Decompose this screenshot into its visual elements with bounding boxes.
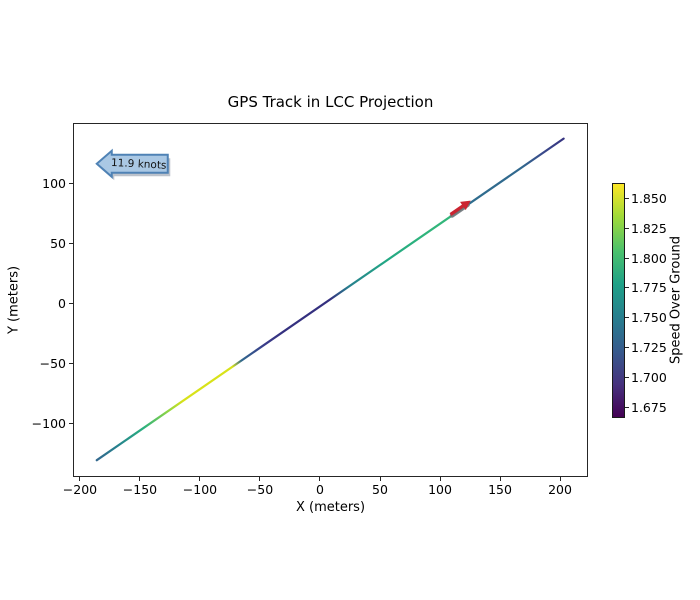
colorbar-tick-label: 1.800 xyxy=(631,250,667,266)
x-tick-label: 200 xyxy=(548,482,572,497)
x-tick-label: −150 xyxy=(122,482,158,497)
colorbar-tick-label: 1.825 xyxy=(631,220,667,236)
x-tick-label: 100 xyxy=(428,482,452,497)
speed-annotation-arrow: 11.9 knots xyxy=(95,148,171,181)
x-tick-mark xyxy=(559,477,561,481)
y-tick-label: 50 xyxy=(50,235,66,251)
x-tick-label: 150 xyxy=(488,482,512,497)
y-tick-label: 100 xyxy=(42,175,66,191)
colorbar-tick-label: 1.700 xyxy=(631,369,667,385)
x-tick-label: 50 xyxy=(372,482,388,497)
colorbar-tick-mark xyxy=(625,347,629,349)
annotation-speed-text: 11.9 knots xyxy=(111,157,167,172)
y-tick-label: −100 xyxy=(31,415,66,431)
x-tick-label: −100 xyxy=(182,482,218,497)
x-tick-label: −200 xyxy=(62,482,98,497)
x-tick-label: 0 xyxy=(316,482,324,497)
colorbar-tick-mark xyxy=(625,287,629,289)
colorbar-tick-mark xyxy=(625,198,629,199)
position-heading-marker xyxy=(449,200,471,216)
y-tick-mark xyxy=(69,242,73,244)
colorbar-tick-label: 1.675 xyxy=(631,399,667,415)
colorbar-tick-mark xyxy=(625,317,629,319)
x-tick-mark xyxy=(319,477,321,481)
figure-title: GPS Track in LCC Projection xyxy=(227,93,434,111)
x-axis-label: X (meters) xyxy=(295,500,366,515)
colorbar-tick-label: 1.775 xyxy=(631,280,667,296)
y-tick-mark xyxy=(69,182,73,184)
colorbar-tick-mark xyxy=(625,257,629,259)
x-tick-mark xyxy=(499,477,501,481)
annotation-arrow-body xyxy=(95,148,169,179)
y-tick-mark xyxy=(69,362,73,364)
y-tick-label: −50 xyxy=(39,355,66,371)
x-tick-mark xyxy=(439,477,441,481)
colorbar-tick-mark xyxy=(625,227,629,229)
colorbar-tick-label: 1.750 xyxy=(631,310,667,326)
y-tick-mark xyxy=(69,302,73,304)
y-tick-mark xyxy=(69,422,73,424)
colorbar-tick-label: 1.725 xyxy=(631,340,667,356)
gps-track-line xyxy=(95,137,565,462)
colorbar xyxy=(612,183,625,418)
colorbar-gradient xyxy=(613,184,624,417)
colorbar-tick-mark xyxy=(625,406,629,408)
x-tick-mark xyxy=(259,477,261,481)
y-tick-label: 0 xyxy=(58,295,66,311)
x-tick-mark xyxy=(199,477,201,481)
colorbar-tick-mark xyxy=(625,376,629,378)
x-tick-mark xyxy=(139,477,141,481)
x-tick-mark xyxy=(79,477,81,481)
x-tick-mark xyxy=(379,477,381,481)
colorbar-label: Speed Over Ground xyxy=(668,235,684,365)
colorbar-tick-label: 1.850 xyxy=(631,191,667,206)
x-tick-label: −50 xyxy=(246,482,274,497)
